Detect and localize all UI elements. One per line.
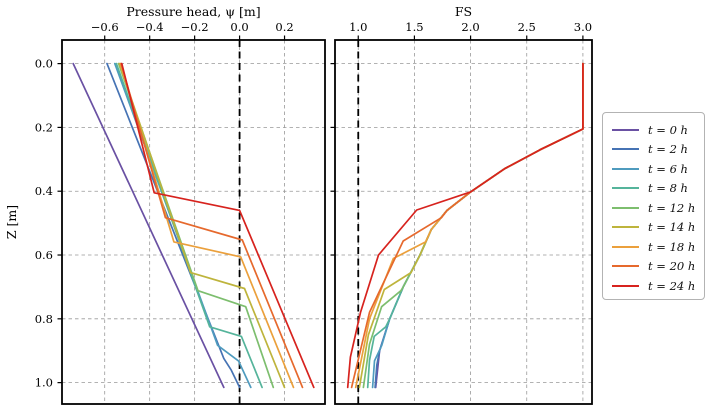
legend-swatch	[612, 265, 639, 268]
series-line-t-24-h	[120, 62, 315, 389]
legend-entry-label: t = 2 h	[648, 142, 688, 157]
y-tick-label: 0.2	[35, 120, 53, 134]
series-line-t-0-h	[72, 62, 225, 389]
legend-entry: t = 20 h	[612, 257, 704, 277]
legend-entry: t = 18 h	[612, 237, 704, 257]
x-tick-label: 2.5	[518, 20, 536, 34]
axes-title: Pressure head, ψ [m]	[126, 4, 260, 19]
legend-entry-label: t = 8 h	[648, 181, 688, 196]
y-tick-label: 0.6	[35, 248, 53, 262]
legend-swatch	[612, 128, 639, 131]
x-tick-label: 0.2	[275, 20, 293, 34]
axes-frame	[334, 39, 593, 405]
legend-entry: t = 6 h	[612, 159, 704, 179]
legend: t = 0 h t = 2 h t = 6 h t = 8 h t = 12 h…	[602, 112, 705, 300]
legend-swatch	[612, 284, 639, 287]
axes-frame	[61, 39, 326, 405]
x-tick-label: 1.5	[405, 20, 423, 34]
y-tick-label: 0.4	[35, 184, 53, 198]
legend-swatch	[612, 167, 639, 170]
x-tick-label: −0.4	[136, 20, 164, 34]
y-tick-label: 0.8	[35, 312, 53, 326]
legend-entry-label: t = 6 h	[648, 161, 688, 176]
legend-entry-label: t = 0 h	[648, 122, 688, 137]
legend-entry: t = 0 h	[612, 120, 704, 140]
y-axis-label: Z [m]	[4, 205, 19, 239]
legend-swatch	[612, 245, 639, 248]
y-tick-label: 0.0	[35, 57, 53, 71]
legend-entry-label: t = 24 h	[648, 278, 696, 293]
legend-entry-label: t = 20 h	[648, 259, 696, 274]
x-tick-label: −0.2	[181, 20, 209, 34]
series-line-t-24-h	[346, 62, 584, 389]
legend-swatch	[612, 148, 639, 151]
legend-entry: t = 24 h	[612, 276, 704, 296]
x-tick-label: −0.6	[91, 20, 119, 34]
legend-entry: t = 14 h	[612, 218, 704, 238]
axes-title: FS	[455, 4, 472, 19]
legend-entry: t = 2 h	[612, 140, 704, 160]
series-line-t-14-h	[118, 62, 286, 389]
legend-entry-label: t = 14 h	[648, 220, 696, 235]
legend-swatch	[612, 187, 639, 190]
y-tick-label: 1.0	[35, 376, 53, 390]
legend-entry: t = 12 h	[612, 198, 704, 218]
legend-swatch	[612, 226, 639, 229]
legend-swatch	[612, 206, 639, 209]
legend-entry-label: t = 18 h	[648, 239, 696, 254]
series-line-t-20-h	[120, 62, 304, 389]
x-tick-label: 3.0	[574, 20, 592, 34]
x-tick-label: 1.0	[349, 20, 367, 34]
x-tick-label: 2.0	[461, 20, 479, 34]
legend-entry-label: t = 12 h	[648, 200, 696, 215]
legend-entry: t = 8 h	[612, 179, 704, 199]
x-tick-label: 0.0	[230, 20, 248, 34]
